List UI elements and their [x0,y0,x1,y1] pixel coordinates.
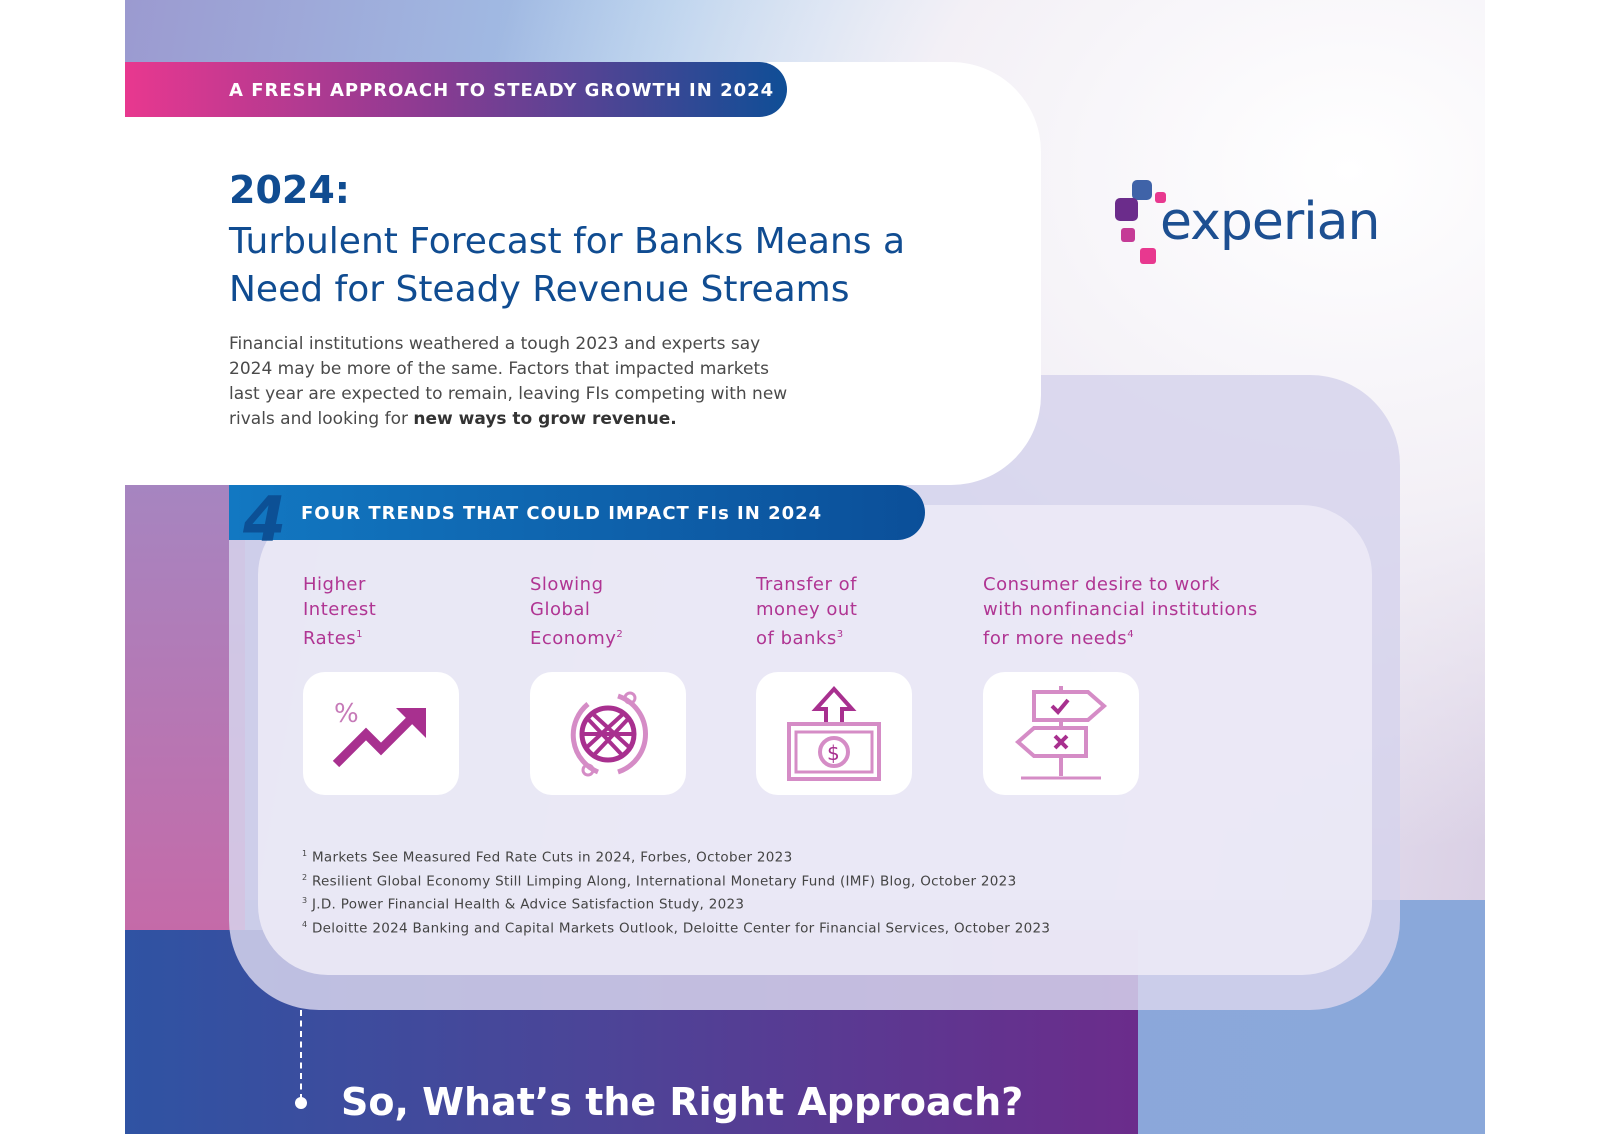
trends-title: FOUR TRENDS THAT COULD IMPACT FIs IN 202… [301,503,823,524]
intro-text: Financial institutions weathered a tough… [229,334,788,429]
intro-paragraph: Financial institutions weathered a tough… [229,332,789,432]
top-banner: A FRESH APPROACH TO STEADY GROWTH IN 202… [125,62,787,117]
trend-label: Transfer of money out of banks3 [756,574,858,649]
intro-bold: new ways to grow revenue. [413,409,677,429]
connector-dot [295,1097,307,1109]
footnotes: 1 Markets See Measured Fed Rate Cuts in … [302,844,1050,938]
trend-item: Higher Interest Rates1 % [303,572,459,795]
trends-number: 4 [243,483,287,556]
background-strip [125,485,245,935]
page-title: Turbulent Forecast for Banks Means a Nee… [229,221,906,310]
dotted-connector [300,1010,302,1100]
footnote: 3 J.D. Power Financial Health & Advice S… [302,896,745,913]
svg-text:%: % [334,699,359,729]
trend-label: Slowing Global Economy2 [530,574,624,649]
trend-item: Consumer desire to work with nonfinancia… [983,572,1258,795]
footnote: 1 Markets See Measured Fed Rate Cuts in … [302,849,793,866]
logo-wordmark: experian [1160,192,1380,252]
next-section-title: So, What’s the Right Approach? [341,1080,1024,1124]
trend-label: Higher Interest Rates1 [303,574,377,649]
trending-up-percent-icon: % [303,672,459,795]
money-out-icon: $ [756,672,912,795]
footnote: 2 Resilient Global Economy Still Limping… [302,872,1017,890]
trend-item: Transfer of money out of banks3 $ [756,572,912,795]
banner-text: A FRESH APPROACH TO STEADY GROWTH IN 202… [229,80,775,101]
svg-text:$: $ [827,741,840,765]
page-year: 2024: [229,168,350,212]
infographic-page: A FRESH APPROACH TO STEADY GROWTH IN 202… [125,0,1485,1134]
intro-card [125,62,1041,485]
trend-item: Slowing Global Economy2 [530,572,686,795]
experian-logo: experian [1115,180,1415,280]
trends-banner: 4 FOUR TRENDS THAT COULD IMPACT FIs IN 2… [229,483,925,556]
globe-cycle-icon [530,672,686,795]
trend-label: Consumer desire to work with nonfinancia… [983,574,1258,649]
signpost-icon [983,672,1139,795]
footnote: 4 Deloitte 2024 Banking and Capital Mark… [302,919,1051,937]
